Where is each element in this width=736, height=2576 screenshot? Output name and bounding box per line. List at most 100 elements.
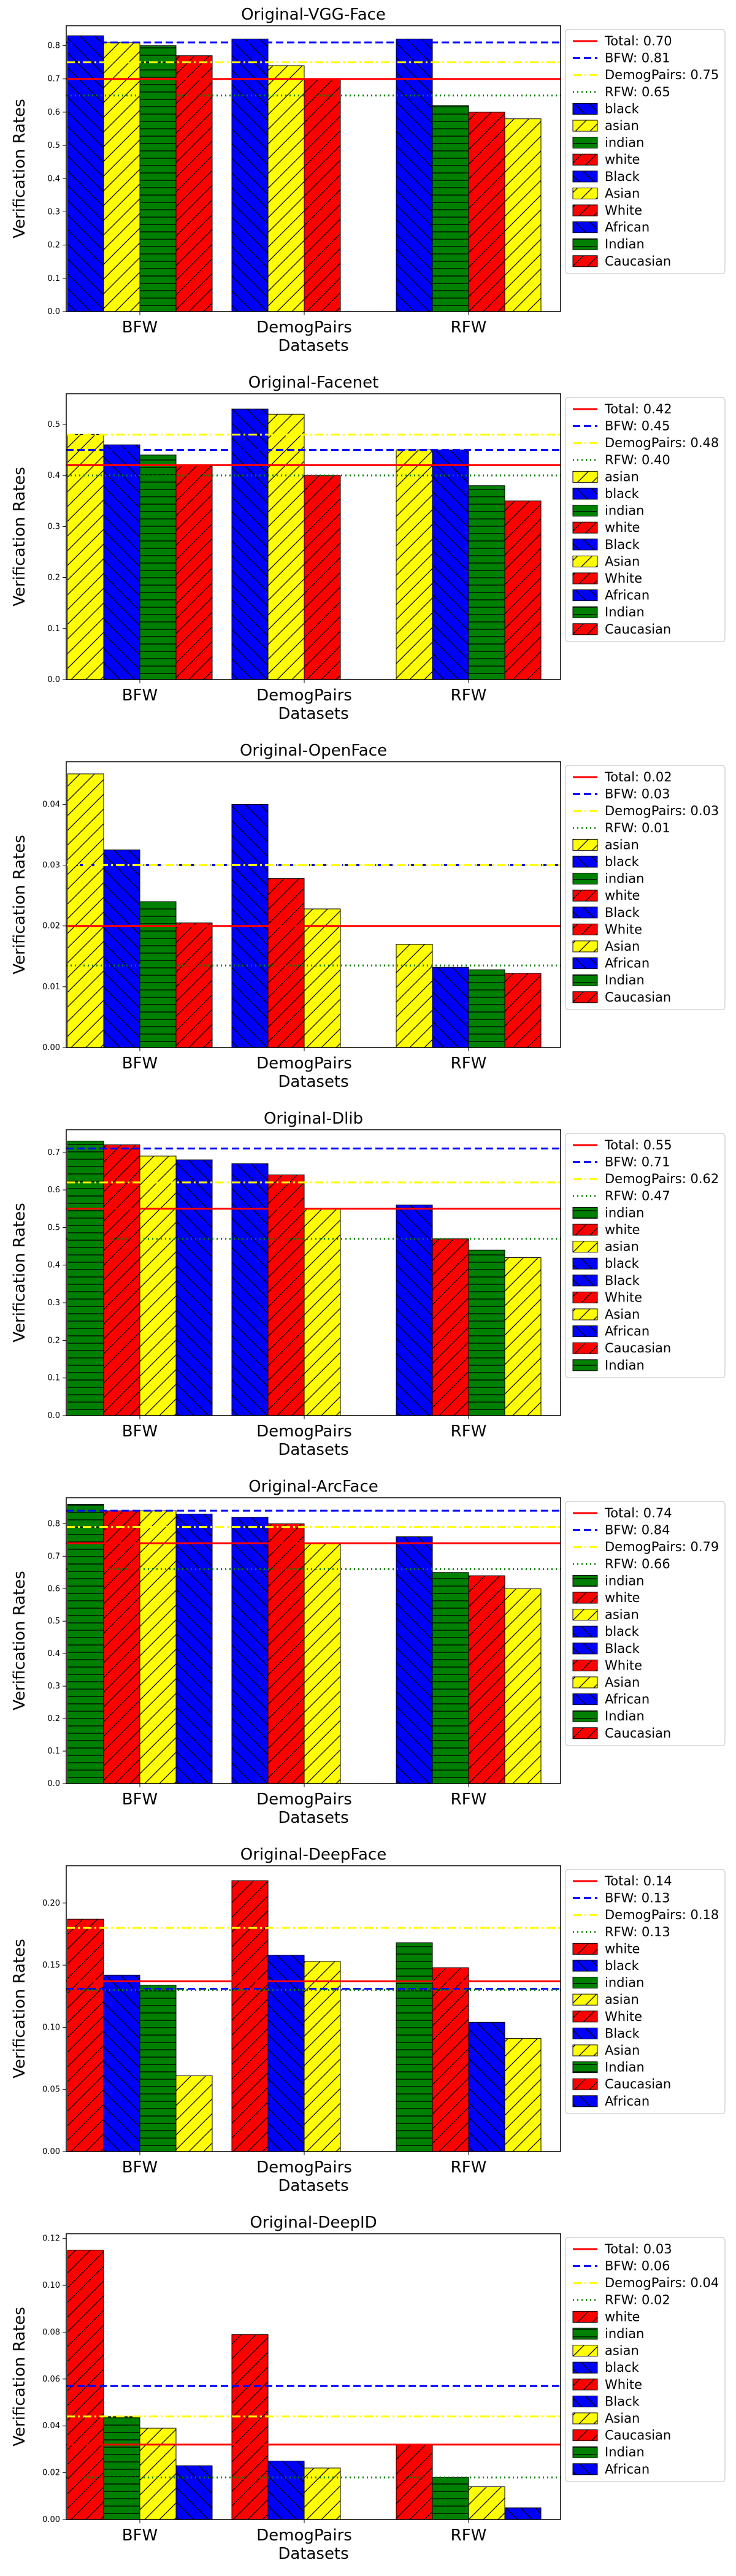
bar-Caucasian [432, 1238, 469, 1416]
legend-bar-swatch [572, 470, 598, 483]
x-tick-label: DemogPairs [256, 2158, 352, 2177]
y-tick-label: 0.1 [47, 274, 60, 283]
legend-label: RFW: 0.66 [605, 1557, 670, 1571]
y-tick-label: 0.10 [42, 2281, 60, 2290]
x-tick-label: DemogPairs [256, 1422, 352, 1441]
y-tick-label: 0.2 [47, 241, 60, 250]
legend-bar-swatch [572, 940, 598, 953]
bar-asian [175, 2075, 213, 2152]
legend-bar-swatch [572, 2345, 598, 2357]
bar-unlabeled [504, 1257, 542, 1416]
y-tick-label: 0.5 [47, 1617, 60, 1626]
y-tick-label: 0.6 [47, 108, 60, 117]
legend-box [565, 1869, 726, 2114]
legend-bar-swatch [572, 838, 598, 851]
legend-label: Black [605, 905, 640, 920]
legend-bar-swatch [572, 187, 598, 199]
y-tick-label: 0.4 [47, 471, 60, 480]
x-tick-label: BFW [122, 2158, 158, 2177]
y-tick-label: 0.00 [42, 2147, 60, 2156]
bar-Black [231, 1163, 269, 1416]
legend-bar-swatch [572, 2379, 598, 2391]
bar-indian [139, 45, 177, 312]
legend-label: Indian [605, 605, 645, 619]
bar-Caucasian [432, 1967, 469, 2152]
chart-title: Original-OpenFace [240, 742, 387, 760]
bar-indian [139, 454, 177, 680]
x-tick-label: BFW [122, 686, 158, 705]
y-axis-label: Verification Rates [10, 1203, 29, 1343]
bar-African [396, 1536, 433, 1784]
legend-label: BFW: 0.81 [605, 51, 670, 66]
y-axis-label: Verification Rates [10, 99, 29, 239]
y-axis-label: Verification Rates [10, 2307, 29, 2447]
legend-box [565, 2237, 726, 2482]
y-tick-label: 0.01 [42, 983, 60, 992]
x-tick-label: DemogPairs [256, 318, 352, 337]
chart-panel-3: Original-Dlib 0.0 0.1 0.2 0.3 0.4 0.5 0.6 0.7 BFW… [10, 1110, 726, 1459]
legend-bar-swatch [572, 856, 598, 868]
axes-frame [66, 1129, 561, 1416]
y-tick-label: 0.06 [42, 2375, 60, 2384]
bar-Caucasian [468, 112, 505, 312]
chart-panel-6: Original-DeepID 0.00 0.02 0.04 0.06 0.08 0.10 0… [10, 2214, 726, 2563]
legend-bar-swatch [572, 171, 598, 183]
bar-White [267, 878, 305, 1048]
legend-bar-swatch [572, 623, 598, 635]
legend-label: Indian [605, 973, 645, 987]
bar-African [432, 967, 469, 1048]
legend-label: black [605, 1958, 640, 1973]
bar-Caucasian [396, 2444, 433, 2520]
x-axis-label: Datasets [278, 337, 348, 355]
bar-white [103, 1510, 140, 1784]
bar-unlabeled [396, 943, 433, 1048]
legend-bar-swatch [572, 1342, 598, 1354]
legend-label: Caucasian [605, 254, 671, 269]
legend-bar-swatch [572, 120, 598, 132]
legend-label: Indian [605, 2060, 645, 2075]
legend-bar-swatch [572, 2078, 598, 2090]
y-tick-label: 0.0 [47, 1779, 60, 1788]
y-axis-label: Verification Rates [10, 835, 29, 975]
legend-label: White [605, 571, 642, 586]
y-tick-label: 0.4 [47, 1649, 60, 1658]
legend-label: Total: 0.74 [604, 1506, 672, 1520]
bar-Asian [304, 908, 341, 1048]
x-tick-label: RFW [451, 686, 487, 705]
bar-Asian [267, 413, 305, 680]
legend-label: White [605, 1658, 642, 1673]
legend-label: Black [605, 2026, 640, 2041]
legend-bar-swatch [572, 606, 598, 618]
legend-label: BFW: 0.03 [605, 787, 670, 802]
legend-label: BFW: 0.13 [605, 1891, 670, 1906]
legend-label: African [605, 588, 650, 603]
legend-label: indian [605, 2326, 645, 2341]
legend-label: white [605, 1590, 640, 1605]
bar-indian [139, 1985, 177, 2152]
legend-bar-swatch [572, 1325, 598, 1338]
y-tick-label: 0.2 [47, 1714, 60, 1723]
legend-bar-swatch [572, 1224, 598, 1236]
legend-label: indian [605, 1205, 645, 1220]
chart-panel-0: Original-VGG-Face 0.0 0.1 0.2 0.3 0.4 0.5 0.6 0.… [10, 6, 726, 355]
legend-bar-swatch [572, 555, 598, 567]
legend-bar-swatch [572, 1308, 598, 1321]
bar-asian [67, 434, 104, 680]
legend-bar-swatch [572, 2011, 598, 2023]
legend-label: indian [605, 1976, 645, 1990]
legend-label: asian [605, 1992, 639, 2007]
legend-box [565, 29, 726, 274]
legend-label: DemogPairs: 0.79 [605, 1539, 719, 1554]
y-axis-label: Verification Rates [10, 1571, 29, 1711]
x-axis-label: Datasets [278, 1073, 348, 1091]
bar-White [304, 79, 341, 312]
bar-white [175, 55, 213, 312]
bar-Black [231, 1517, 269, 1784]
x-tick-label: DemogPairs [256, 2526, 352, 2545]
bar-Caucasian [468, 1575, 505, 1784]
legend-bar-swatch [572, 1574, 598, 1587]
bar-African [504, 2507, 542, 2520]
legend-label: Black [605, 1641, 640, 1656]
